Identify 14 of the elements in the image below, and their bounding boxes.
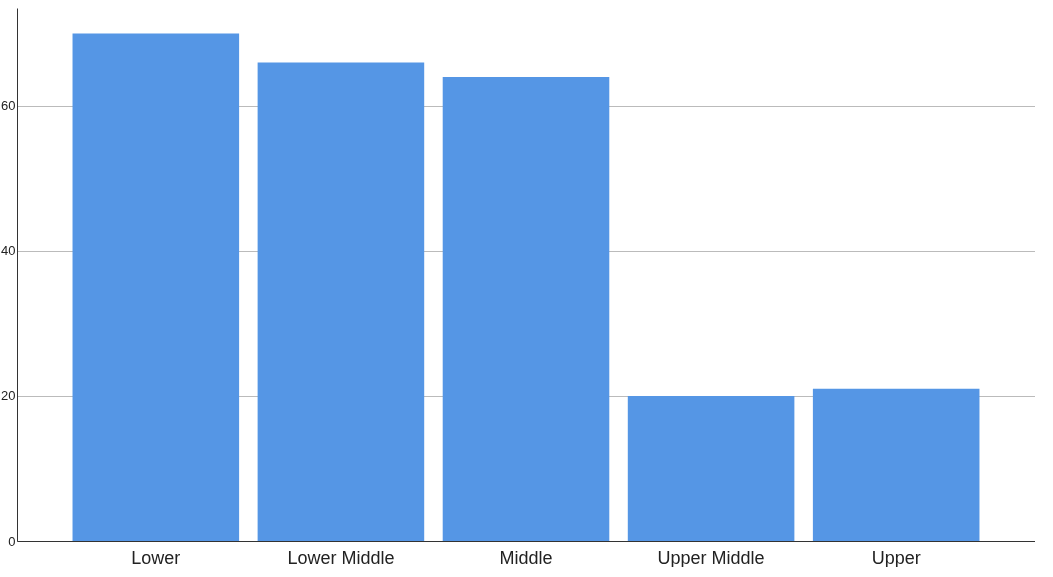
y-tick-label: 40 bbox=[1, 243, 16, 259]
bar bbox=[442, 76, 610, 541]
x-tick-label: Lower Middle bbox=[287, 547, 395, 568]
y-tick-label: 20 bbox=[1, 388, 16, 404]
x-tick-label: Upper bbox=[871, 547, 921, 568]
bar bbox=[72, 33, 240, 541]
x-tick-label: Lower bbox=[131, 547, 181, 568]
y-tick-label: 0 bbox=[8, 533, 16, 549]
bar bbox=[627, 395, 795, 541]
bar bbox=[812, 388, 980, 541]
bar bbox=[257, 62, 425, 541]
y-tick-label: 60 bbox=[1, 98, 16, 114]
x-tick-label: Middle bbox=[499, 547, 553, 568]
x-tick-label: Upper Middle bbox=[657, 547, 765, 568]
